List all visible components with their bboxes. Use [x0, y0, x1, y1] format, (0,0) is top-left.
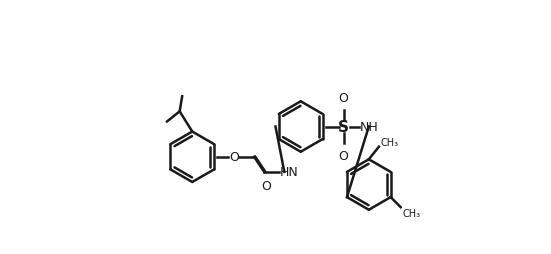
Text: S: S: [338, 120, 349, 134]
Text: HN: HN: [279, 166, 298, 179]
Text: O: O: [262, 180, 272, 193]
Text: O: O: [339, 150, 349, 163]
Text: NH: NH: [360, 121, 379, 133]
Text: O: O: [229, 151, 239, 164]
Text: CH₃: CH₃: [380, 137, 398, 147]
Text: O: O: [339, 91, 349, 104]
Text: CH₃: CH₃: [402, 209, 420, 219]
